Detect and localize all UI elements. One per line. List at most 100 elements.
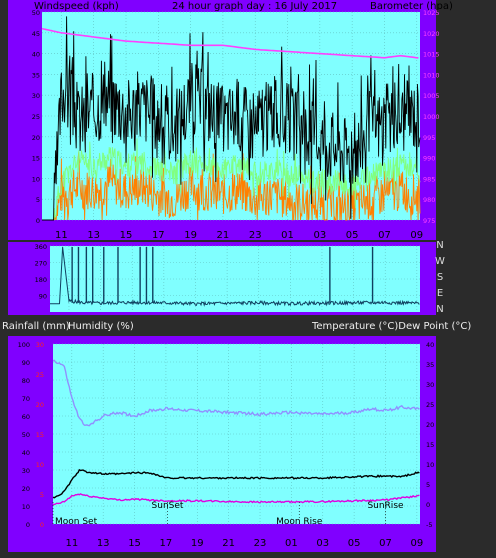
mid-left-ticks: 90 180 270 360 [35,243,47,301]
humidity-tick-label: 10 [22,503,30,511]
temperature-tick-label: 35 [426,361,434,369]
top-x-tick-label: 01 [281,230,294,241]
mid-series [50,246,420,307]
temperature-tick-label: 25 [426,401,434,409]
top-right-tick-label: 985 [423,175,435,183]
mid-left-tick-label: 180 [35,276,47,284]
series-wind_speed [42,151,421,221]
humidity-tick-label: 20 [22,485,30,493]
annotation-label: SunSet [152,501,184,511]
top-x-tick-label: 21 [217,230,230,241]
top-left-tick-label: 0 [36,217,40,225]
top-right-tick-label: 1005 [423,92,440,100]
top-right-ticks: 975 980 985 990 995 1000 1005 1010 1015 1020 1025 [423,9,440,225]
series-wind_avg [42,138,421,221]
top-x-tick-label: 11 [55,230,68,241]
top-left-tick-label: 45 [32,30,40,38]
series-wind_gust [42,16,421,221]
humidity-tick-label: 90 [22,359,30,367]
series-wind-direction [50,246,420,307]
compass-label: N [436,240,443,251]
top-right-tick-label: 1020 [423,30,440,38]
rain-tick-label: 25 [36,371,44,379]
bottom-x-tick-label: 03 [316,538,329,549]
bottom-x-tick-label: 19 [191,538,204,549]
bottom-x-ticks: 11 13 15 17 19 21 23 01 03 05 07 09 [65,538,423,549]
top-left-tick-label: 35 [32,71,40,79]
top-series [41,16,421,221]
humidity-tick-label: 100 [18,341,30,349]
top-x-tick-label: 13 [87,230,100,241]
top-x-tick-label: 09 [410,230,423,241]
temperature-tick-label: 15 [426,441,434,449]
series-humidity [52,359,420,427]
humidity-tick-label: 30 [22,467,30,475]
compass-label: E [437,288,443,299]
top-right-tick-label: 1015 [423,51,440,59]
top-x-ticks: 11 13 15 17 19 21 23 01 03 05 07 09 [55,230,423,241]
bottom-x-tick-label: 01 [285,538,298,549]
humidity-tick-label: 0 [26,521,30,529]
humidity-tick-label: 70 [22,395,30,403]
top-left-tick-label: 25 [32,113,40,121]
rain-tick-label: 20 [36,401,44,409]
humidity-tick-label: 60 [22,413,30,421]
rain-tick-label: 10 [36,461,44,469]
windspeed-axis-label: Windspeed (kph) [34,1,119,12]
top-right-tick-label: 975 [423,217,435,225]
top-x-tick-label: 23 [249,230,262,241]
series-temperature [52,468,420,499]
bottom-x-tick-label: 11 [65,538,78,549]
top-right-tick-label: 1000 [423,113,440,121]
event-annotations: Moon Set SunSet Moon Rise SunRise [52,501,404,527]
bottom-series [52,359,420,506]
top-left-tick-label: 5 [36,196,40,204]
bottom-grid [53,343,420,525]
annotation-label: Moon Rise [276,517,323,527]
bottom-x-tick-label: 21 [222,538,235,549]
compass-label: W [435,256,445,267]
rain-tick-label: 0 [40,521,44,529]
annotation-label: SunRise [367,501,404,511]
rain-ticks: 0 5 10 15 20 25 30 [36,341,44,529]
bottom-x-tick-label: 15 [128,538,141,549]
top-x-tick-label: 17 [152,230,165,241]
temperature-tick-label: 0 [426,501,430,509]
rain-tick-label: 15 [36,431,44,439]
top-right-tick-label: 980 [423,196,435,204]
temperature-axis-label: Temperature (°C)Dew Point (°C) [312,321,472,332]
annotation-label: Moon Set [55,517,98,527]
top-right-tick-label: 1025 [423,9,440,17]
top-left-tick-label: 15 [32,155,40,163]
top-left-tick-label: 40 [32,51,40,59]
temperature-tick-label: 5 [426,481,430,489]
temperature-tick-label: 10 [426,461,434,469]
series-dew_point [52,493,420,506]
rain-tick-label: 30 [36,341,44,349]
chart-title: 24 hour graph day : 16 July 2017 [172,1,338,12]
top-right-tick-label: 995 [423,134,435,142]
mid-left-tick-label: 360 [35,243,47,251]
compass-label: N [436,304,443,315]
mid-left-tick-label: 270 [35,260,47,268]
temperature-tick-label: 20 [426,421,434,429]
bottom-x-tick-label: 05 [348,538,361,549]
humidity-ticks: 0 10 20 30 40 50 60 70 80 90 100 [18,341,30,529]
bottom-x-tick-label: 23 [254,538,267,549]
temperature-tick-label: 40 [426,341,434,349]
mid-left-tick-label: 90 [39,293,47,301]
temperature-ticks: -5 0 5 10 15 20 25 30 35 40 [426,341,434,529]
top-left-tick-label: 30 [32,92,40,100]
rainfall-axis-label: Rainfall (mm) [2,321,70,332]
humidity-tick-label: 80 [22,377,30,385]
top-left-ticks: 0 5 10 15 20 25 30 35 40 45 50 [32,9,40,225]
top-right-tick-label: 990 [423,155,435,163]
bottom-x-tick-label: 09 [410,538,423,549]
compass-label: S [437,272,443,283]
temperature-tick-label: -5 [426,521,432,529]
bottom-x-tick-label: 13 [97,538,110,549]
barometer-axis-label: Barometer (hpa) [370,1,453,12]
humidity-tick-label: 40 [22,449,30,457]
temperature-tick-label: 30 [426,381,434,389]
